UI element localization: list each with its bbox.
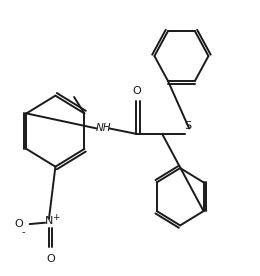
Text: O: O (15, 219, 23, 229)
Text: -: - (22, 227, 25, 237)
Text: +: + (52, 213, 59, 222)
Text: S: S (184, 121, 191, 131)
Text: N: N (45, 216, 53, 226)
Text: NH: NH (95, 123, 111, 133)
Text: O: O (46, 254, 55, 264)
Text: O: O (132, 86, 141, 96)
